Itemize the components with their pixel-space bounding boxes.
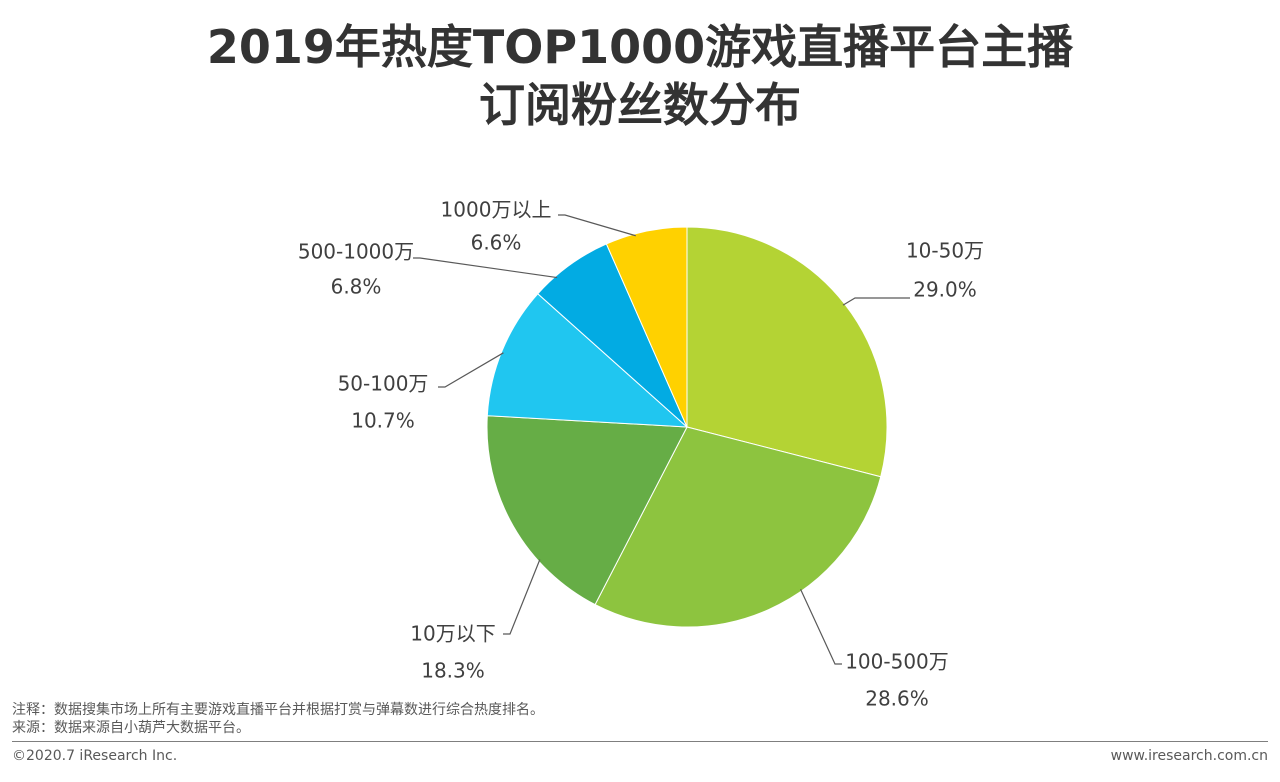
footer-divider [12,741,1268,742]
slice-label-4: 500-1000万 [298,240,414,264]
chart-title-line-2: 订阅粉丝数分布 [479,78,801,132]
chart-title-line-1: 2019年热度TOP1000游戏直播平台主播 [206,20,1074,74]
pie-slice-2 [486,415,688,606]
chart-title: 2019年热度TOP1000游戏直播平台主播 订阅粉丝数分布 [0,18,1280,134]
slice-value-1: 28.6% [865,687,929,711]
leader-line-5 [558,214,636,237]
pie-slice-5 [605,226,688,428]
footnote-note: 注释：数据搜集市场上所有主要游戏直播平台并根据打赏与弹幕数进行综合热度排名。 [12,702,544,718]
slice-value-0: 29.0% [913,278,977,302]
slice-label-3: 50-100万 [338,372,429,396]
slice-value-3: 10.7% [351,409,415,433]
slice-label-0: 10-50万 [906,239,984,263]
leader-line-4 [413,257,558,279]
leader-line-2 [503,559,541,635]
leader-line-3 [438,352,504,388]
slice-value-2: 18.3% [421,659,485,683]
slice-label-5: 1000万以上 [441,198,552,222]
leader-line-0 [842,297,910,306]
footer-website: www.iresearch.com.cn [1110,748,1268,764]
footer-copyright: ©2020.7 iResearch Inc. [12,748,178,764]
pie-slice-3 [486,293,689,428]
footnote-source: 来源：数据来源自小葫芦大数据平台。 [12,720,250,736]
slice-value-4: 6.8% [331,275,382,299]
slice-value-5: 6.6% [471,231,522,255]
slice-label-1: 100-500万 [845,650,949,674]
slice-label-2: 10万以下 [410,622,495,646]
leader-line-1 [800,588,842,665]
pie-slice-1 [594,426,882,628]
